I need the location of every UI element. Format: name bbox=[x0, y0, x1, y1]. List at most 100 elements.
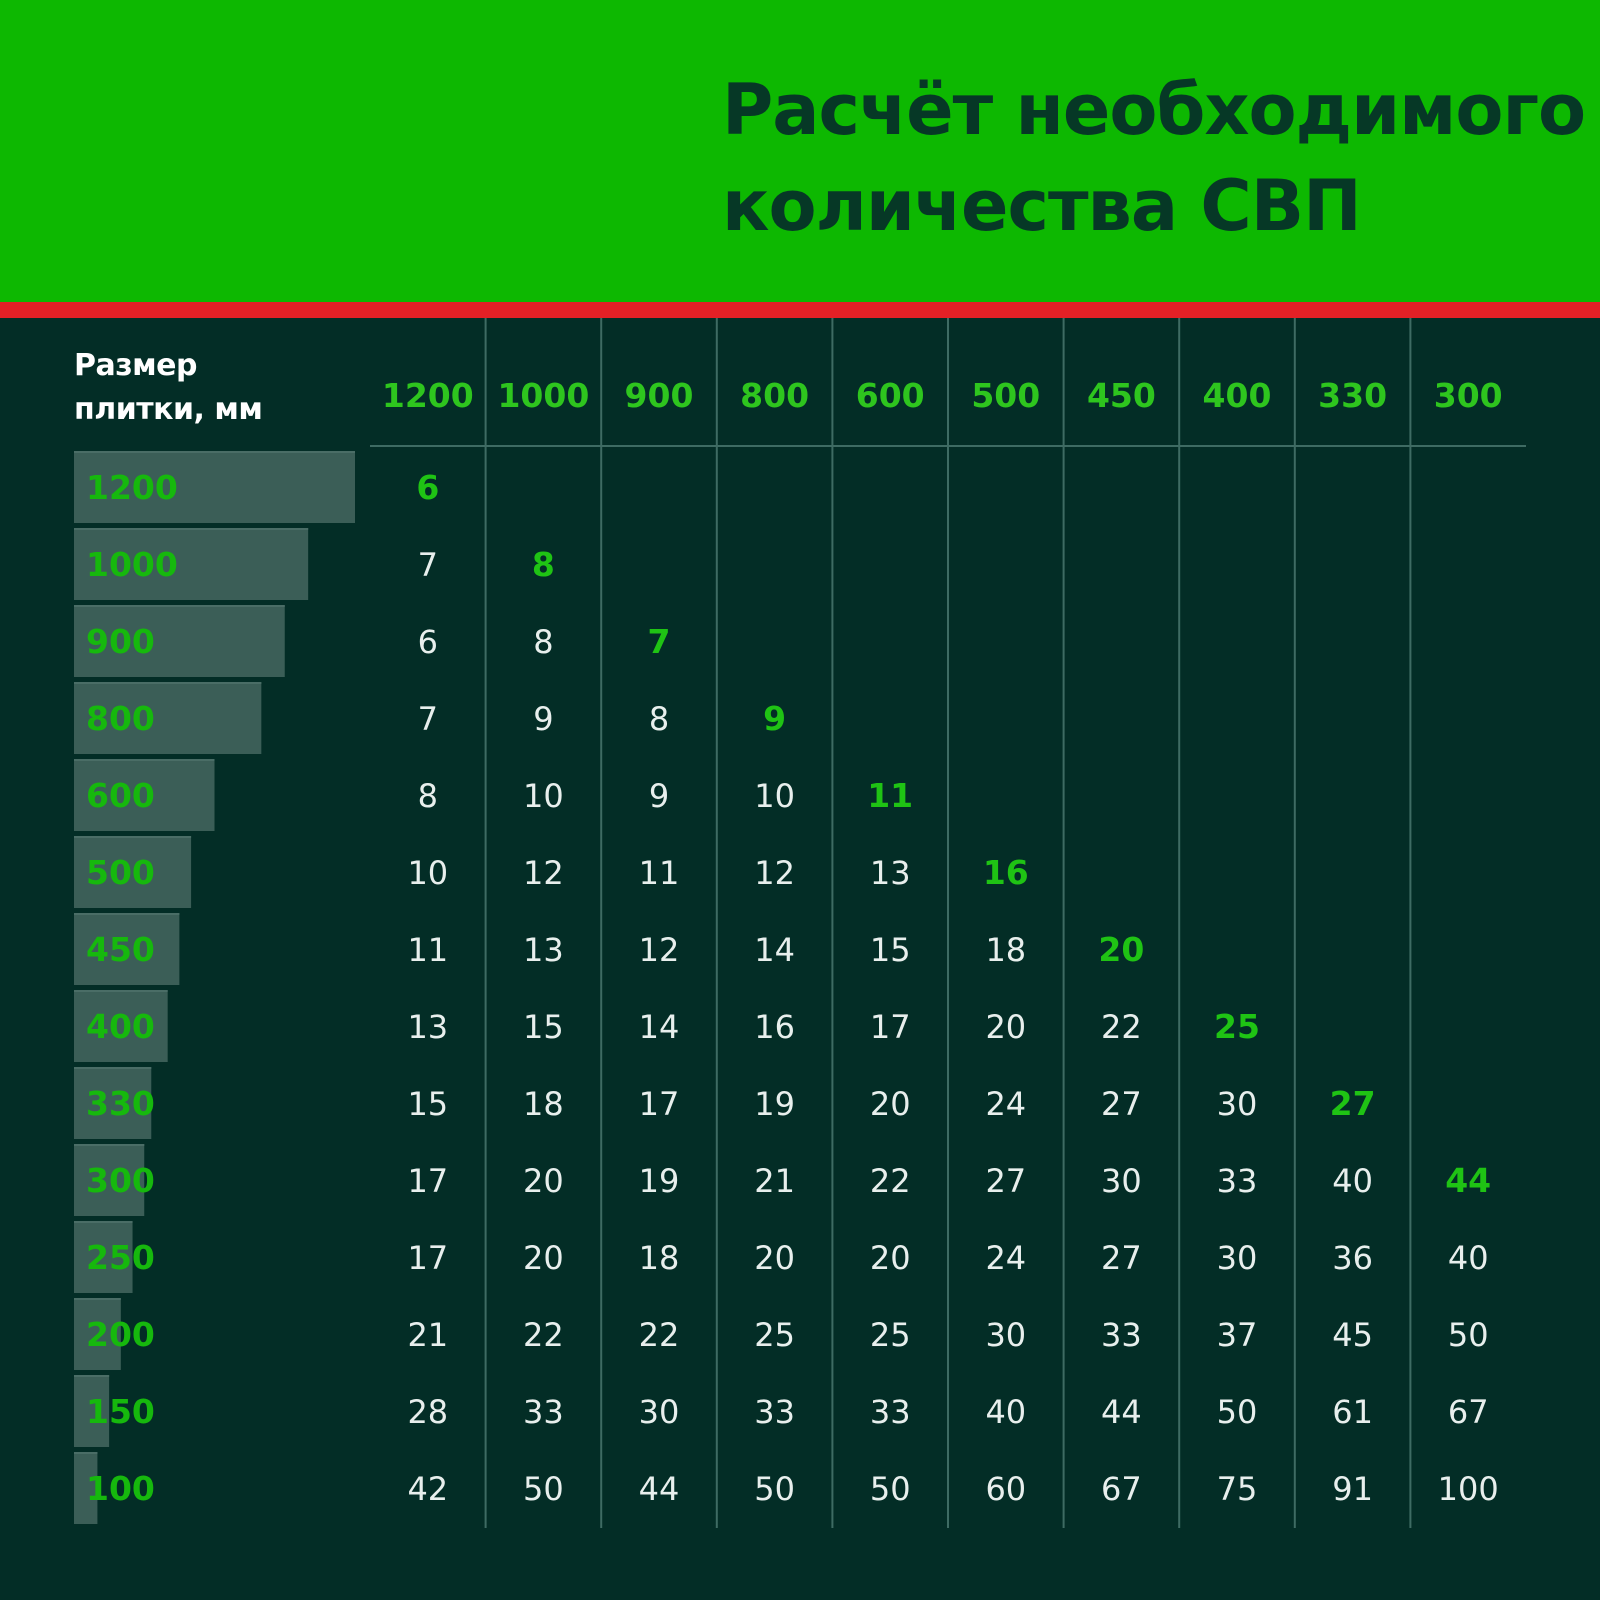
table-cell: 20 bbox=[754, 1239, 795, 1277]
tile-size-bar bbox=[74, 1375, 110, 1447]
table-cell: 33 bbox=[1217, 1162, 1258, 1200]
table-cell: 33 bbox=[1101, 1316, 1142, 1354]
title-line-1: Расчёт необходимого bbox=[722, 69, 1586, 151]
red-divider-stripe bbox=[0, 302, 1600, 318]
table-cell: 91 bbox=[1332, 1470, 1373, 1508]
table-cell: 40 bbox=[1448, 1239, 1489, 1277]
table-cell: 20 bbox=[985, 1008, 1026, 1046]
table-cell-highlight: 27 bbox=[1330, 1084, 1376, 1123]
table-cell: 8 bbox=[418, 777, 438, 815]
tile-size-bar bbox=[74, 1452, 98, 1524]
table-cell: 16 bbox=[754, 1008, 795, 1046]
table-cell: 27 bbox=[1101, 1239, 1142, 1277]
table-cell-highlight: 8 bbox=[532, 545, 555, 584]
title-line-2: количества СВП bbox=[722, 165, 1362, 247]
row-label: 250 bbox=[86, 1238, 155, 1277]
table-cell: 36 bbox=[1332, 1239, 1373, 1277]
row-label: 330 bbox=[86, 1084, 155, 1123]
table-cell: 17 bbox=[870, 1008, 911, 1046]
column-header: 1200 bbox=[382, 376, 474, 415]
table-cell: 50 bbox=[870, 1470, 911, 1508]
table-cell-highlight: 11 bbox=[867, 776, 913, 815]
row-label: 200 bbox=[86, 1315, 155, 1354]
table-cell: 50 bbox=[1217, 1393, 1258, 1431]
table-cell: 67 bbox=[1448, 1393, 1489, 1431]
row-label: 450 bbox=[86, 930, 155, 969]
column-header: 600 bbox=[856, 376, 925, 415]
table-cell: 6 bbox=[418, 623, 438, 661]
header-banner bbox=[0, 0, 1600, 302]
tile-bar-highlight bbox=[74, 1298, 121, 1300]
table-cell: 10 bbox=[523, 777, 564, 815]
table-cell: 67 bbox=[1101, 1470, 1142, 1508]
table-cell: 22 bbox=[1101, 1008, 1142, 1046]
table-cell: 33 bbox=[870, 1393, 911, 1431]
table-cell: 10 bbox=[754, 777, 795, 815]
tile-bar-highlight bbox=[74, 759, 215, 761]
table-cell: 17 bbox=[407, 1162, 448, 1200]
table-cell: 25 bbox=[754, 1316, 795, 1354]
column-header: 500 bbox=[971, 376, 1040, 415]
tile-size-bar bbox=[74, 836, 192, 908]
table-cell: 30 bbox=[639, 1393, 680, 1431]
tile-size-bar bbox=[74, 605, 285, 677]
table-cell: 25 bbox=[870, 1316, 911, 1354]
table-cell: 40 bbox=[985, 1393, 1026, 1431]
table-cell: 22 bbox=[523, 1316, 564, 1354]
column-header: 300 bbox=[1434, 376, 1503, 415]
table-cell-highlight: 6 bbox=[416, 468, 439, 507]
tile-bar-highlight bbox=[74, 913, 180, 915]
table-cell: 11 bbox=[639, 854, 680, 892]
table-cell: 10 bbox=[407, 854, 448, 892]
tile-size-bar bbox=[74, 913, 180, 985]
tile-bar-highlight bbox=[74, 836, 192, 838]
tile-bar-highlight bbox=[74, 451, 355, 453]
column-header: 450 bbox=[1087, 376, 1156, 415]
table-cell: 12 bbox=[754, 854, 795, 892]
table-cell: 30 bbox=[1101, 1162, 1142, 1200]
column-header: 900 bbox=[625, 376, 694, 415]
tile-size-bar bbox=[74, 759, 215, 831]
table-cell: 24 bbox=[985, 1085, 1026, 1123]
tile-size-bar bbox=[74, 990, 168, 1062]
table-cell: 13 bbox=[523, 931, 564, 969]
row-label: 500 bbox=[86, 853, 155, 892]
row-label: 100 bbox=[86, 1469, 155, 1508]
table-cell: 30 bbox=[1217, 1085, 1258, 1123]
page-title: Расчёт необходимого количества СВП bbox=[722, 62, 1586, 254]
table-cell: 50 bbox=[523, 1470, 564, 1508]
row-header-label: Размер плитки, мм bbox=[74, 348, 263, 427]
table-cell: 28 bbox=[407, 1393, 448, 1431]
row-label: 600 bbox=[86, 776, 155, 815]
tile-bar-highlight bbox=[74, 682, 262, 684]
table-cell: 22 bbox=[870, 1162, 911, 1200]
row-label: 150 bbox=[86, 1392, 155, 1431]
table-cell: 8 bbox=[649, 700, 669, 738]
table-cell: 50 bbox=[1448, 1316, 1489, 1354]
row-label: 800 bbox=[86, 699, 155, 738]
table-cell: 18 bbox=[523, 1085, 564, 1123]
tile-size-bar bbox=[74, 1221, 133, 1293]
table-cell: 30 bbox=[1217, 1239, 1258, 1277]
table-cell: 17 bbox=[407, 1239, 448, 1277]
table-cell: 13 bbox=[407, 1008, 448, 1046]
tile-bar-highlight bbox=[74, 1452, 98, 1454]
table-cell: 24 bbox=[985, 1239, 1026, 1277]
table-cell: 33 bbox=[523, 1393, 564, 1431]
table-cell: 8 bbox=[533, 623, 553, 661]
table-cell-highlight: 20 bbox=[1098, 930, 1144, 969]
table-cell-highlight: 44 bbox=[1445, 1161, 1491, 1200]
row-label: 300 bbox=[86, 1161, 155, 1200]
table-cell: 15 bbox=[407, 1085, 448, 1123]
tile-bar-highlight bbox=[74, 605, 285, 607]
table-cell-highlight: 16 bbox=[983, 853, 1029, 892]
table-cell: 100 bbox=[1438, 1470, 1499, 1508]
table-cell: 7 bbox=[418, 546, 438, 584]
tile-bar-highlight bbox=[74, 990, 168, 992]
column-header: 400 bbox=[1203, 376, 1272, 415]
table-cell: 22 bbox=[639, 1316, 680, 1354]
tile-size-bar bbox=[74, 682, 262, 754]
row-label: 900 bbox=[86, 622, 155, 661]
table-cell: 14 bbox=[754, 931, 795, 969]
